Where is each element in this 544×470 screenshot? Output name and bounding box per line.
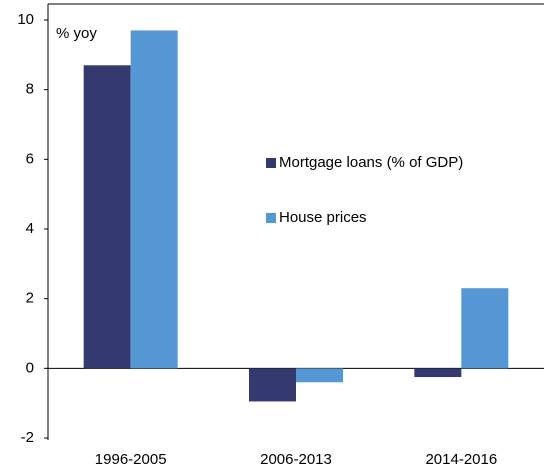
x-tick-label: 1996-2005 [95,451,167,468]
bar [461,288,509,369]
y-tick-label: 4 [26,220,34,237]
legend-swatch [266,213,276,223]
y-tick-label: 6 [26,150,34,167]
y-tick-label: 8 [26,81,34,98]
x-tick-label: 2014-2016 [425,451,497,468]
bar [414,368,462,378]
y-tick-label: 10 [17,11,34,28]
legend-label: House prices [279,209,367,226]
y-tick-label: 2 [26,290,34,307]
bar [130,30,178,369]
y-axis-label: % yoy [56,25,97,42]
legend-label: Mortgage loans (% of GDP) [279,154,463,171]
bar [83,65,131,369]
y-tick-label: -2 [21,429,34,446]
bar [249,368,296,402]
x-tick-label: 2006-2013 [260,451,332,468]
legend-swatch [266,158,276,168]
bar [296,368,343,383]
y-tick-label: 0 [26,359,34,376]
